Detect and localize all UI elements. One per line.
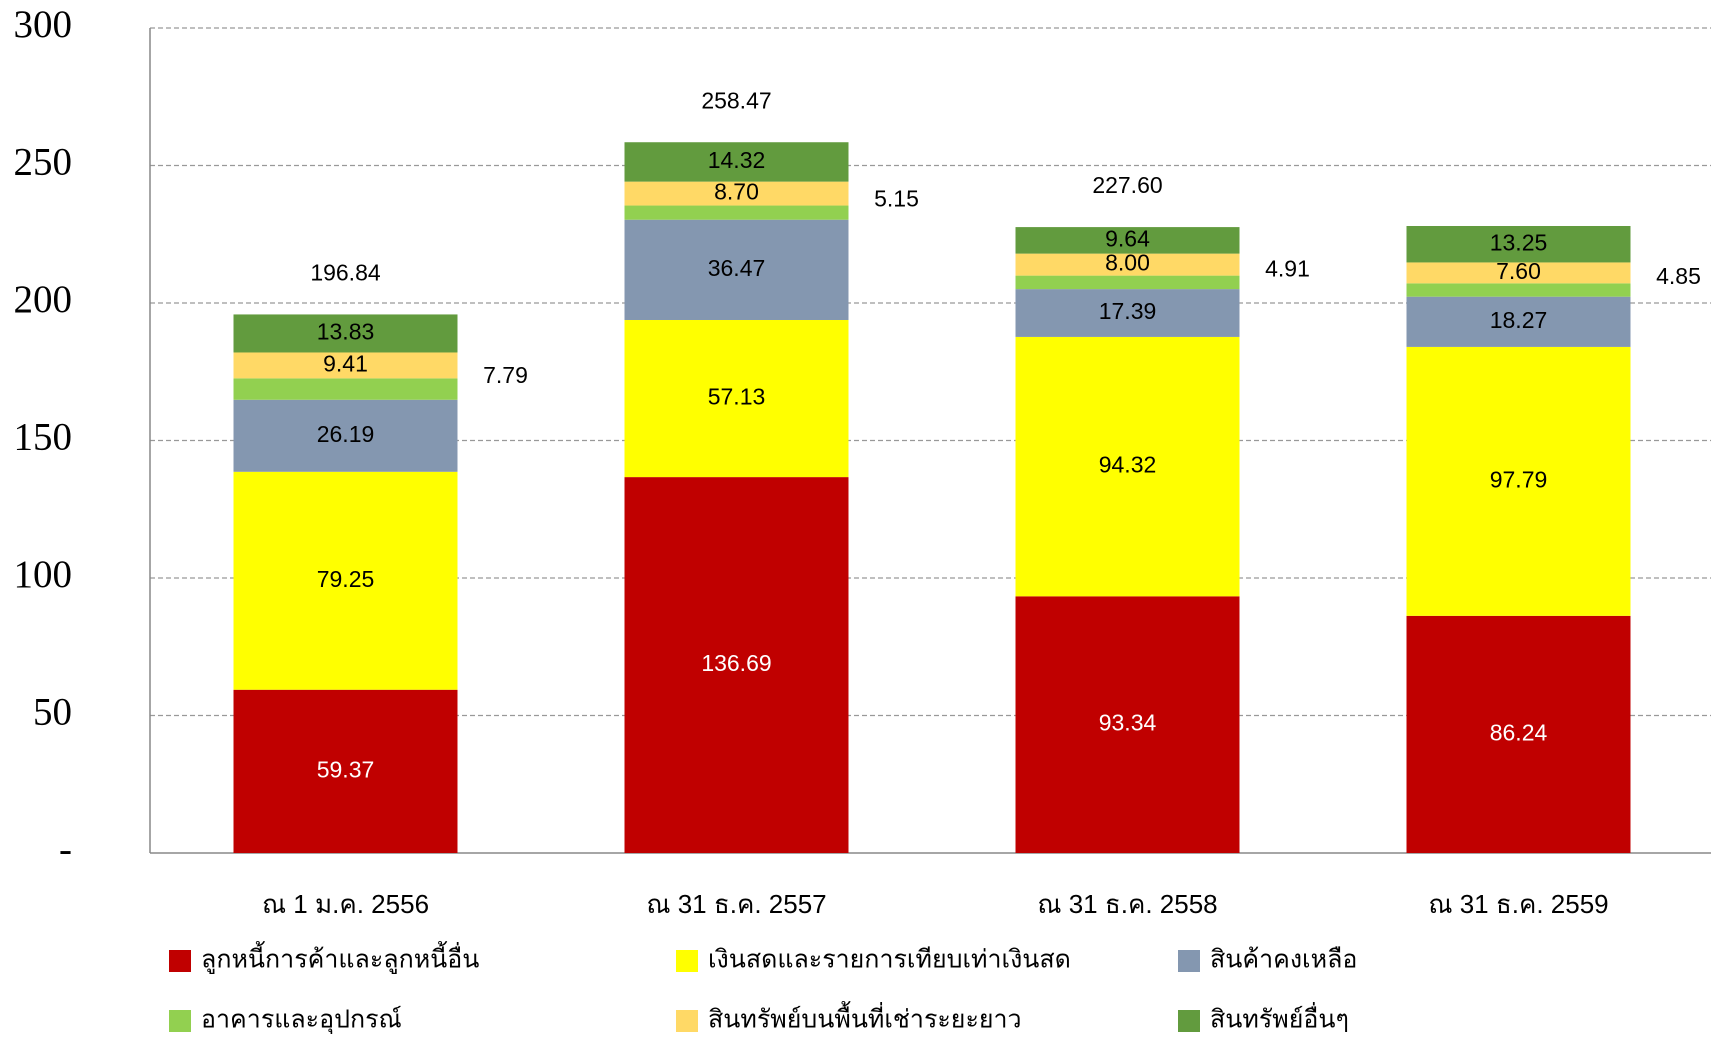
data-label: 9.64 bbox=[1105, 225, 1150, 251]
bar-segment bbox=[233, 314, 458, 353]
data-label: 13.83 bbox=[317, 319, 375, 345]
bar-segment bbox=[624, 319, 849, 478]
data-label: 86.24 bbox=[1490, 719, 1548, 745]
data-label: 136.69 bbox=[701, 650, 771, 676]
bar-segment bbox=[1406, 283, 1631, 297]
data-label: 17.39 bbox=[1099, 298, 1157, 324]
y-tick-label: 50 bbox=[33, 690, 72, 733]
legend-swatch bbox=[169, 950, 191, 972]
bar-segment bbox=[624, 205, 849, 220]
bar-segment bbox=[233, 471, 458, 690]
bar-segment bbox=[1015, 289, 1240, 337]
legend-label: อาคารและอุปกรณ์ bbox=[201, 1005, 402, 1035]
legend-swatch bbox=[1178, 1010, 1200, 1032]
bar-segment bbox=[624, 477, 849, 853]
data-label: 7.79 bbox=[483, 362, 528, 388]
bar-segment bbox=[1406, 615, 1631, 853]
legend-label: สินค้าคงเหลือ bbox=[1210, 945, 1357, 974]
y-tick-label: 150 bbox=[14, 415, 73, 458]
data-label: 79.25 bbox=[317, 566, 375, 592]
y-tick-label: - bbox=[59, 828, 72, 871]
legend-label: ลูกหนี้การค้าและลูกหนี้อื่น bbox=[201, 941, 479, 975]
legend-swatch bbox=[169, 1010, 191, 1032]
legend-swatch bbox=[1178, 950, 1200, 972]
x-tick-label: ณ 31 ธ.ค. 2558 bbox=[1037, 889, 1217, 919]
bar-segment bbox=[1406, 296, 1631, 347]
bar-segment bbox=[1406, 346, 1631, 616]
x-tick-label: ณ 31 ธ.ค. 2557 bbox=[646, 889, 826, 919]
data-label: 9.41 bbox=[323, 350, 368, 376]
data-label: 18.27 bbox=[1490, 307, 1548, 333]
data-label: 8.70 bbox=[714, 179, 759, 205]
total-label: 258.47 bbox=[701, 87, 771, 113]
bar-segment bbox=[1015, 227, 1240, 254]
data-label: 26.19 bbox=[317, 421, 375, 447]
data-label: 93.34 bbox=[1099, 710, 1157, 736]
data-label: 14.32 bbox=[708, 147, 766, 173]
legend-label: สินทรัพย์บนพื้นที่เช่าระยะยาว bbox=[708, 1001, 1022, 1034]
data-label: 57.13 bbox=[708, 384, 766, 410]
data-label: 94.32 bbox=[1099, 452, 1157, 478]
bar-segment bbox=[624, 219, 849, 320]
data-label: 8.00 bbox=[1105, 250, 1150, 276]
data-label: 97.79 bbox=[1490, 466, 1548, 492]
y-tick-label: 200 bbox=[14, 278, 73, 321]
bar-segment bbox=[1015, 253, 1240, 276]
bar-segment bbox=[1015, 596, 1240, 853]
data-label: 59.37 bbox=[317, 756, 375, 782]
bar-segment bbox=[233, 378, 458, 400]
legend-swatch bbox=[676, 950, 698, 972]
y-tick-label: 100 bbox=[14, 553, 73, 596]
bar-segment bbox=[1015, 275, 1240, 290]
x-tick-label: ณ 31 ธ.ค. 2559 bbox=[1428, 889, 1608, 919]
bar-segment bbox=[1406, 262, 1631, 284]
data-label: 4.85 bbox=[1656, 263, 1701, 289]
x-tick-label: ณ 1 ม.ค. 2556 bbox=[262, 889, 429, 919]
legend-label: เงินสดและรายการเทียบเท่าเงินสด bbox=[708, 945, 1071, 974]
data-label: 36.47 bbox=[708, 255, 766, 281]
total-label: 196.84 bbox=[310, 260, 381, 286]
data-label: 5.15 bbox=[874, 186, 919, 212]
legend-swatch bbox=[676, 1010, 698, 1032]
bar-segment bbox=[1015, 336, 1240, 597]
bar-segment bbox=[233, 689, 458, 853]
data-label: 13.25 bbox=[1490, 229, 1548, 255]
bar-segment bbox=[1406, 226, 1631, 263]
bar-segment bbox=[233, 352, 458, 379]
bar-segment bbox=[233, 399, 458, 472]
data-label: 4.91 bbox=[1265, 255, 1310, 281]
legend-label: สินทรัพย์อื่นๆ bbox=[1210, 1002, 1349, 1034]
bar-segment bbox=[624, 181, 849, 206]
bar-segment bbox=[624, 142, 849, 182]
y-tick-label: 300 bbox=[14, 3, 73, 46]
total-label: 227.60 bbox=[1092, 172, 1162, 198]
y-tick-label: 250 bbox=[14, 140, 73, 183]
